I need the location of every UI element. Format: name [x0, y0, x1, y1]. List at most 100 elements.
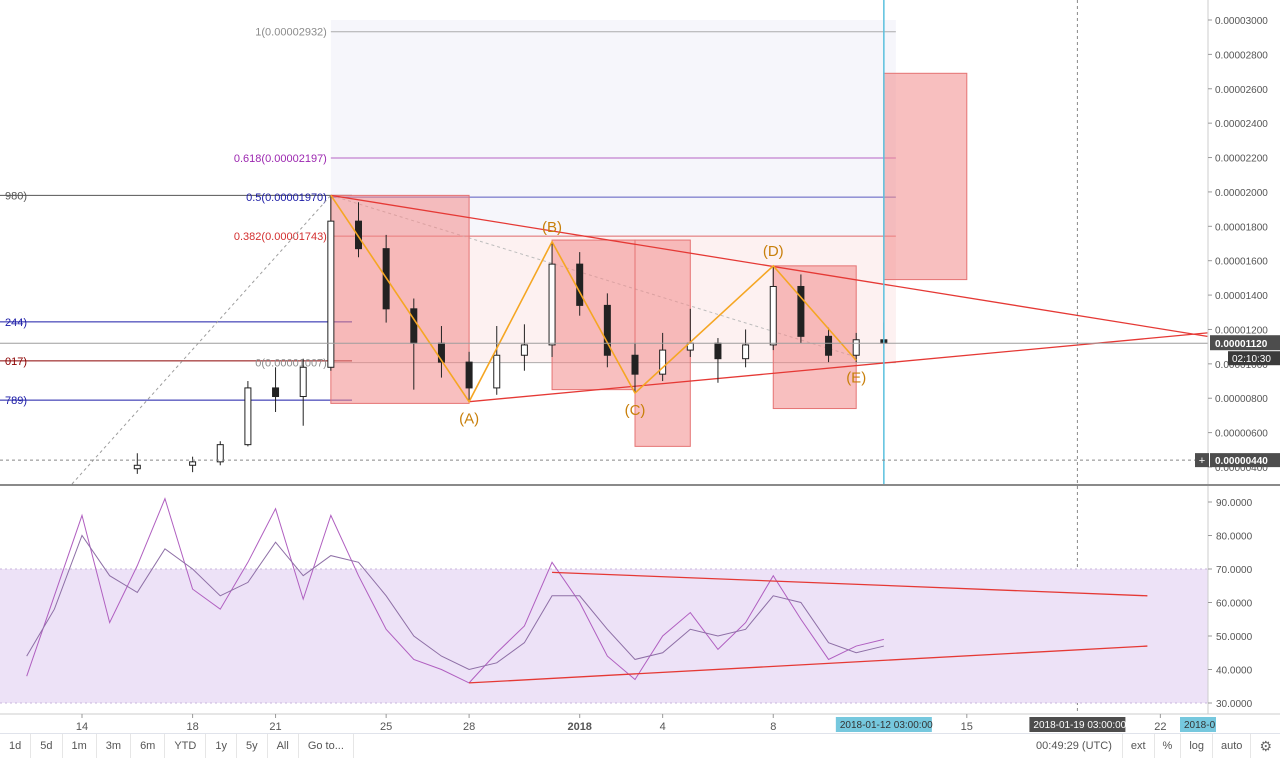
target-zone[interactable] [772, 265, 857, 410]
candle-body [714, 342, 722, 360]
gear-icon[interactable]: ⚙ [1250, 733, 1280, 758]
time-tick-label: 28 [463, 721, 475, 733]
time-tick-label: 22 [1154, 721, 1166, 733]
candle-body [769, 285, 777, 346]
goto-date-button[interactable]: Go to... [299, 733, 354, 758]
level-label: 017) [5, 356, 27, 368]
time-tick-label: 15 [961, 721, 973, 733]
candle-body [548, 263, 556, 346]
price-tick-label: 0.00001600 [1215, 257, 1268, 268]
rsi-tick-label: 60.0000 [1216, 599, 1253, 610]
rsi-tick-label: 40.0000 [1216, 666, 1253, 677]
time-highlight-label: 2018-01-19 03:00:00 [1033, 720, 1126, 731]
range-1m-button[interactable]: 1m [63, 733, 97, 758]
rsi-pane[interactable]: 30.0000 40.0000 50.0000 60.0000 70.0000 80.00… [0, 486, 1280, 715]
candle-body [327, 220, 335, 368]
price-tick-label: 0.00001200 [1215, 325, 1268, 336]
price-tick-label: 0.00001800 [1215, 222, 1268, 233]
candle-body [299, 366, 307, 398]
current-price-badge [1210, 335, 1280, 351]
level-label: 244) [5, 317, 27, 329]
fib-trend-line [71, 195, 332, 485]
percent-scale-toggle[interactable]: % [1153, 733, 1181, 758]
time-tick-label: 2018 [567, 721, 591, 733]
candle-body [189, 461, 197, 466]
time-highlight-badge [1029, 717, 1126, 732]
fib-level-label: 0.618(0.00002197) [234, 153, 327, 165]
rsi-band [0, 569, 1208, 703]
time-axis[interactable]: 14 18 21 25 28 2018 4 8 15 22 2018-01-12 03:00:00 2… [76, 714, 1216, 733]
candle-body [742, 344, 750, 360]
auto-scale-toggle[interactable]: auto [1212, 733, 1250, 758]
rsi-trend-upper[interactable] [552, 571, 1148, 597]
countdown-label: 02:10:30 [1232, 354, 1271, 365]
range-all-button[interactable]: All [268, 733, 299, 758]
price-tick-label: 0.00000400 [1215, 463, 1268, 474]
fib-level-label: 0.5(0.00001970) [246, 192, 327, 204]
time-tick-label: 25 [380, 721, 392, 733]
price-tick-label: 0.00001400 [1215, 291, 1268, 302]
fib-level-label: 0.382(0.00001743) [234, 231, 327, 243]
range-5d-button[interactable]: 5d [31, 733, 63, 758]
range-ytd-button[interactable]: YTD [165, 733, 207, 758]
rsi-trend-lower[interactable] [469, 645, 1148, 684]
level-label: 789) [5, 395, 27, 407]
range-1d-button[interactable]: 1d [0, 733, 32, 758]
candle-body [520, 344, 528, 356]
fib-level-label: 0(0.00001007) [255, 358, 327, 370]
extended-hours-toggle[interactable]: ext [1121, 733, 1154, 758]
candle-body [216, 444, 224, 463]
price-tick-label: 0.00002600 [1215, 85, 1268, 96]
time-tick-label: 18 [186, 721, 198, 733]
price-tick-label: 0.00001000 [1215, 360, 1268, 371]
candle-body [355, 220, 362, 250]
plus-icon: + [1199, 455, 1205, 467]
wave-label: (B) [542, 219, 562, 236]
rsi-signal-line [26, 534, 884, 671]
rsi-tick-label: 80.0000 [1216, 532, 1253, 543]
range-1y-button[interactable]: 1y [206, 733, 237, 758]
price-tick-label: 0.00000800 [1215, 394, 1268, 405]
candle-body [272, 387, 280, 398]
rsi-tick-label: 30.0000 [1216, 699, 1253, 710]
time-tick-label: 21 [269, 721, 281, 733]
candle-body [852, 339, 860, 356]
triangle-upper-line[interactable] [330, 194, 1208, 337]
log-scale-toggle[interactable]: log [1180, 733, 1212, 758]
candle-body [825, 335, 833, 356]
candle-body [576, 263, 584, 306]
time-highlight-label: 2018-01-12 03:00:00 [840, 720, 933, 731]
range-5y-button[interactable]: 5y [237, 733, 268, 758]
rsi-tick-label: 70.0000 [1216, 565, 1253, 576]
rsi-tick-label: 90.0000 [1216, 498, 1253, 509]
triangle-lower-line[interactable] [469, 332, 1208, 403]
elliott-wave-line[interactable] [330, 194, 857, 404]
price-tick-label: 0.00002200 [1215, 154, 1268, 165]
wave-label: (A) [459, 411, 479, 428]
toolbar-right-group: 00:49:29 (UTC) ext % log auto ⚙ [1026, 733, 1280, 758]
current-price-label: 0.00001120 [1215, 339, 1268, 350]
time-highlight-badge [1180, 717, 1216, 732]
candle-body [465, 361, 473, 389]
rsi-line [26, 497, 884, 684]
target-zone[interactable] [551, 239, 636, 391]
wave-label: (D) [763, 243, 784, 260]
time-highlight-badge [835, 717, 932, 732]
price-tick-label: 0.00002000 [1215, 188, 1268, 199]
price-pane[interactable]: 980) 244) 017) 789) 1(0.00002932) 0.618(0.000… [0, 0, 1280, 714]
candle-body [631, 354, 639, 375]
price-tick-label: 0.00002400 [1215, 119, 1268, 130]
range-3m-button[interactable]: 3m [97, 733, 132, 758]
price-tick-label: 0.00000600 [1215, 429, 1268, 440]
range-6m-button[interactable]: 6m [131, 733, 166, 758]
time-tick-label: 14 [76, 721, 88, 733]
utc-clock: 00:49:29 (UTC) [1036, 740, 1112, 752]
time-tick-label: 4 [660, 721, 666, 733]
wave-label: (C) [625, 402, 646, 419]
add-alert-icon[interactable] [1195, 453, 1209, 468]
candle-body [797, 285, 805, 337]
target-zone[interactable] [883, 72, 968, 281]
countdown-badge [1228, 351, 1280, 366]
time-highlight-label: 2018-0 [1184, 720, 1216, 731]
